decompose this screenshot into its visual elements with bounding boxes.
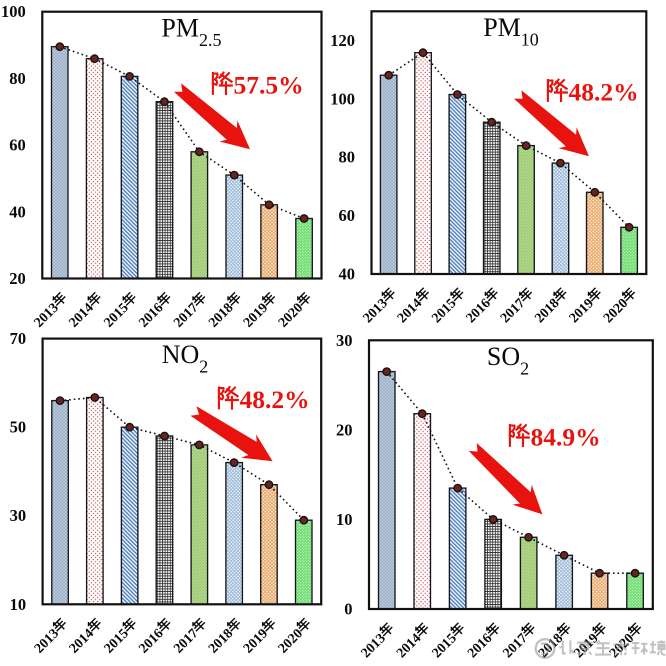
svg-text:80: 80 bbox=[9, 69, 26, 88]
svg-text:48.2%: 48.2% bbox=[569, 78, 639, 107]
svg-text:30: 30 bbox=[10, 506, 27, 525]
svg-text:60: 60 bbox=[339, 206, 356, 225]
svg-text:80: 80 bbox=[339, 148, 356, 167]
svg-text:10: 10 bbox=[10, 595, 27, 614]
svg-text:100: 100 bbox=[1, 2, 26, 21]
svg-text:0: 0 bbox=[344, 600, 352, 619]
svg-text:50: 50 bbox=[10, 418, 27, 437]
svg-text:120: 120 bbox=[330, 31, 355, 50]
svg-text:20: 20 bbox=[336, 420, 353, 439]
svg-text:60: 60 bbox=[9, 136, 26, 155]
svg-text:10: 10 bbox=[336, 510, 353, 529]
svg-text:84.9%: 84.9% bbox=[531, 423, 601, 452]
svg-text:40: 40 bbox=[339, 265, 356, 284]
svg-text:100: 100 bbox=[330, 89, 355, 108]
svg-text:40: 40 bbox=[9, 202, 26, 221]
svg-text:20: 20 bbox=[9, 269, 26, 288]
svg-text:70: 70 bbox=[10, 329, 27, 348]
svg-text:30: 30 bbox=[336, 331, 353, 350]
svg-text:57.5%: 57.5% bbox=[234, 71, 304, 100]
svg-text:48.2%: 48.2% bbox=[240, 385, 310, 414]
